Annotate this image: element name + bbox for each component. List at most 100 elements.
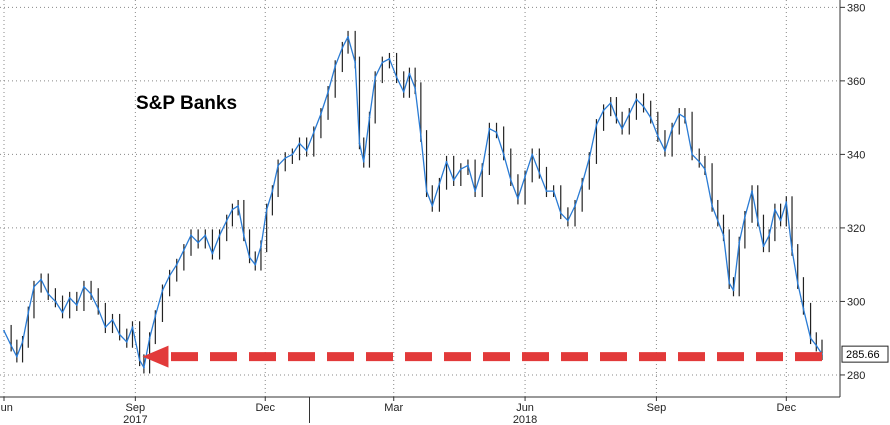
data-point — [732, 289, 735, 292]
y-tick-label: 380 — [847, 2, 865, 14]
data-point — [312, 131, 315, 134]
data-point — [374, 76, 377, 79]
data-point — [291, 153, 294, 156]
data-point — [779, 219, 782, 222]
x-tick-label: Mar — [384, 402, 403, 414]
data-point — [54, 300, 57, 303]
data-point — [796, 282, 799, 284]
data-point — [538, 171, 541, 174]
data-point — [237, 204, 240, 207]
data-point — [271, 190, 274, 193]
data-point — [621, 127, 624, 130]
annotations — [142, 345, 822, 368]
data-point — [211, 252, 214, 255]
data-point — [104, 326, 107, 329]
data-point — [722, 234, 725, 237]
data-point — [467, 164, 469, 167]
y-tick-label: 360 — [847, 76, 865, 88]
data-point — [744, 215, 746, 218]
data-point — [248, 256, 251, 259]
y-tick-label: 320 — [847, 223, 865, 235]
data-point — [395, 76, 398, 79]
x-tick-label: Jun — [0, 402, 13, 414]
data-point — [347, 35, 349, 38]
data-point — [602, 109, 605, 112]
data-point — [90, 293, 92, 295]
data-point — [3, 329, 5, 332]
data-point — [791, 249, 793, 251]
data-point — [671, 127, 674, 130]
data-point — [595, 124, 598, 126]
data-point — [125, 340, 128, 343]
data-point — [254, 263, 257, 266]
data-point — [524, 175, 526, 178]
data-point — [175, 263, 178, 266]
data-point — [260, 245, 262, 248]
data-point — [738, 241, 741, 244]
data-point — [588, 157, 591, 159]
data-point — [615, 116, 618, 119]
data-point — [704, 168, 706, 170]
data-point — [756, 219, 759, 222]
data-point — [83, 285, 85, 288]
data-point — [684, 116, 686, 119]
data-point — [773, 208, 776, 211]
data-point — [388, 57, 391, 60]
data-point — [242, 234, 245, 237]
x-tick-label: Sep — [126, 402, 146, 414]
data-point — [531, 153, 534, 156]
y-tick-label: 340 — [847, 149, 865, 161]
data-point — [691, 153, 693, 156]
data-point — [809, 337, 812, 340]
data-point — [452, 179, 455, 182]
x-tick-label: Dec — [255, 402, 275, 414]
data-point — [425, 190, 428, 193]
last-value-tag: 285.66 — [841, 345, 889, 363]
data-point — [609, 102, 612, 104]
data-point — [656, 135, 659, 137]
data-point — [362, 160, 365, 163]
data-point — [277, 164, 279, 167]
axes: 280 300 320 340 360 380 Jun Sep Dec Mar Jun Sep Dec 2… — [0, 0, 865, 425]
data-point — [284, 157, 287, 159]
data-point — [635, 98, 638, 101]
data-point — [751, 190, 753, 193]
data-point — [566, 219, 569, 222]
last-value-box — [841, 345, 889, 363]
data-point — [698, 160, 701, 163]
series-line — [3, 36, 823, 369]
grid — [0, 0, 840, 397]
data-point — [354, 61, 357, 64]
data-point — [27, 311, 30, 314]
data-point — [33, 285, 35, 288]
data-point — [334, 65, 337, 68]
data-point — [716, 219, 719, 222]
data-point — [488, 127, 491, 130]
data-point — [21, 340, 24, 343]
data-point — [785, 201, 788, 204]
data-point — [298, 142, 301, 145]
x-tick-label: Jun — [516, 402, 534, 414]
annotation-arrowhead — [142, 345, 169, 368]
data-point — [68, 296, 71, 299]
data-point — [517, 197, 519, 200]
data-point — [61, 311, 64, 314]
x-tick-label: Sep — [647, 402, 667, 414]
data-point — [474, 190, 476, 193]
data-point — [341, 46, 344, 49]
data-point — [265, 208, 268, 211]
data-point — [154, 315, 157, 318]
data-point — [131, 326, 134, 329]
series — [3, 30, 823, 374]
data-point — [728, 282, 731, 284]
data-point — [138, 359, 141, 362]
data-point — [97, 307, 100, 310]
data-point — [642, 105, 645, 108]
data-point — [47, 293, 50, 295]
data-point — [762, 245, 765, 248]
data-point — [649, 116, 652, 119]
data-point — [419, 135, 422, 137]
data-point — [148, 337, 151, 340]
data-point — [111, 318, 114, 321]
